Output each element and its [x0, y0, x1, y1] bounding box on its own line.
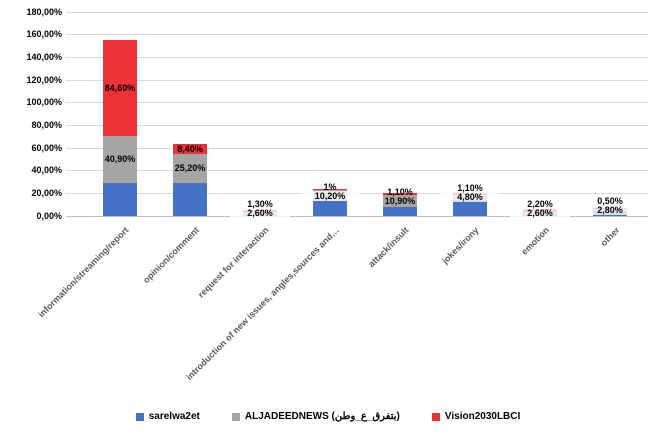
bar-segment-series1-cat2	[173, 182, 207, 216]
gridline-140	[66, 56, 648, 58]
legend-swatch-icon	[431, 412, 440, 421]
data-label-series2: 2,80%	[580, 204, 640, 215]
data-label-series3: 84,60%	[104, 83, 136, 94]
x-axis-category-label: other	[598, 225, 622, 248]
gridline-40	[66, 170, 648, 172]
bar-segment-series1-cat6	[453, 200, 487, 216]
y-axis-tick-label: 120,00%	[26, 74, 62, 85]
x-axis-category-label: request for interaction	[196, 225, 272, 300]
y-axis-tick-label: 20,00%	[31, 187, 62, 198]
data-label-series3: 1,30%	[247, 199, 273, 210]
data-label-series3: 2,20%	[527, 199, 553, 210]
bar-segment-series1-cat1	[103, 182, 137, 216]
legend-item-2: ALJADEEDNEWS (بتفرق_ع_وطن)	[231, 411, 400, 422]
gridline-0	[66, 215, 648, 217]
bar-segment-series3-cat5	[383, 193, 417, 195]
gridline-160	[66, 34, 648, 36]
legend-label: Vision2030LBCI	[444, 411, 521, 422]
x-axis-category-label: attack/insult	[366, 225, 412, 270]
bar-segment-series2-cat2	[173, 154, 207, 183]
data-label-series3: 8,40%	[177, 144, 203, 155]
y-axis-tick-label: 140,00%	[26, 51, 62, 62]
gridline-100	[66, 102, 648, 104]
legend-label: ALJADEEDNEWS (بتفرق_ع_وطن)	[244, 411, 400, 422]
bar-segment-series3-cat2	[173, 144, 207, 154]
y-axis-tick-label: 60,00%	[31, 142, 62, 153]
data-label-series2: 40,90%	[104, 154, 136, 165]
gridline-120	[66, 79, 648, 81]
y-axis-tick-label: 160,00%	[26, 29, 62, 40]
bar-segment-series2-cat5	[383, 194, 417, 207]
bar-segment-series3-cat1	[103, 40, 137, 137]
y-axis-tick-label: 180,00%	[26, 6, 62, 17]
legend-swatch-icon	[135, 412, 144, 421]
data-label-series3: 1%	[323, 181, 337, 192]
gridline-60	[66, 147, 648, 149]
data-label-series3: 1,10%	[457, 183, 483, 194]
x-axis-category-label: information/streaming/report	[36, 225, 132, 320]
y-axis-tick-label: 80,00%	[31, 119, 62, 130]
y-axis-tick-label: 40,00%	[31, 165, 62, 176]
data-label-series2: 25,20%	[174, 163, 206, 174]
x-axis-category-label: emotion	[519, 225, 552, 257]
data-label-series2: 2,60%	[510, 208, 570, 219]
data-label-series2: 2,60%	[230, 208, 290, 219]
data-label-series2: 10,90%	[384, 195, 416, 206]
bar-segment-series2-cat1	[103, 136, 137, 183]
data-label-series3: 0,50%	[597, 195, 623, 206]
x-axis-category-label: introduction of new issues, angles,sourc…	[184, 225, 342, 383]
gridline-180	[66, 11, 648, 13]
chart-legend: sarelwa2et ALJADEEDNEWS (بتفرق_ع_وطن) Visi…	[0, 411, 656, 422]
bar-segment-series1-cat5	[383, 206, 417, 216]
data-label-series2: 4,80%	[440, 192, 500, 203]
legend-item-3: Vision2030LBCI	[431, 411, 521, 422]
bar-segment-series3-cat4	[313, 188, 347, 190]
legend-swatch-icon	[231, 412, 240, 421]
legend-item-1: sarelwa2et	[135, 411, 200, 422]
x-axis-category-label: jokes/irony	[440, 225, 482, 266]
legend-label: sarelwa2et	[148, 411, 200, 422]
data-label-series3: 1,10%	[387, 186, 413, 197]
data-label-series2: 10,20%	[300, 190, 360, 201]
gridline-80	[66, 124, 648, 126]
x-axis-category-label: opinion/comment	[140, 225, 202, 286]
y-axis-tick-label: 0,00%	[36, 210, 62, 221]
bar-segment-series1-cat4	[313, 201, 347, 216]
y-axis-tick-label: 100,00%	[26, 97, 62, 108]
